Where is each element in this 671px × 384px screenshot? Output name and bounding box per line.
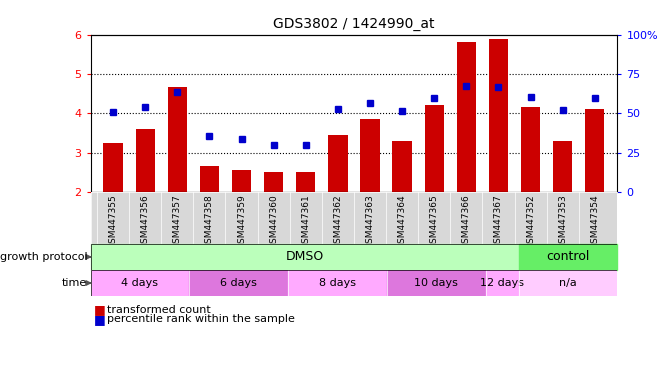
- Text: GSM447354: GSM447354: [590, 195, 599, 249]
- Bar: [189, 270, 288, 296]
- Bar: [136, 129, 155, 192]
- Bar: [519, 244, 617, 270]
- Bar: [521, 108, 540, 192]
- Text: GSM447358: GSM447358: [205, 195, 214, 249]
- Text: 4 days: 4 days: [121, 278, 158, 288]
- Bar: [489, 39, 508, 192]
- Text: GSM447365: GSM447365: [429, 195, 439, 249]
- Bar: [296, 172, 315, 192]
- Text: 8 days: 8 days: [319, 278, 356, 288]
- Text: GSM447352: GSM447352: [526, 195, 535, 249]
- Bar: [486, 270, 519, 296]
- Bar: [168, 87, 187, 192]
- Bar: [91, 270, 189, 296]
- Text: 6 days: 6 days: [220, 278, 257, 288]
- Text: ■: ■: [94, 303, 106, 316]
- Text: DMSO: DMSO: [285, 250, 323, 263]
- Bar: [328, 135, 348, 192]
- Text: GSM447359: GSM447359: [237, 195, 246, 249]
- Text: ■: ■: [94, 313, 106, 326]
- Bar: [232, 170, 251, 192]
- Bar: [360, 119, 380, 192]
- Bar: [288, 270, 387, 296]
- Text: GSM447355: GSM447355: [109, 195, 117, 249]
- Text: GSM447367: GSM447367: [494, 195, 503, 249]
- Text: GSM447360: GSM447360: [269, 195, 278, 249]
- Text: control: control: [546, 250, 590, 263]
- Text: GSM447353: GSM447353: [558, 195, 567, 249]
- Bar: [553, 141, 572, 192]
- Text: time: time: [62, 278, 87, 288]
- Text: GSM447362: GSM447362: [333, 195, 342, 249]
- Bar: [103, 143, 123, 192]
- Bar: [91, 244, 519, 270]
- Text: GSM447357: GSM447357: [173, 195, 182, 249]
- Text: GSM447364: GSM447364: [398, 195, 407, 249]
- Bar: [200, 166, 219, 192]
- Bar: [519, 270, 617, 296]
- Text: transformed count: transformed count: [107, 305, 211, 314]
- Text: GDS3802 / 1424990_at: GDS3802 / 1424990_at: [273, 17, 435, 31]
- Bar: [264, 172, 283, 192]
- Bar: [387, 270, 486, 296]
- Text: GSM447366: GSM447366: [462, 195, 471, 249]
- Bar: [585, 109, 605, 192]
- Text: GSM447363: GSM447363: [366, 195, 374, 249]
- Bar: [425, 106, 444, 192]
- Bar: [393, 141, 412, 192]
- Text: GSM447361: GSM447361: [301, 195, 310, 249]
- Bar: [457, 41, 476, 192]
- Text: 12 days: 12 days: [480, 278, 524, 288]
- Text: percentile rank within the sample: percentile rank within the sample: [107, 314, 295, 324]
- Text: GSM447356: GSM447356: [141, 195, 150, 249]
- Text: 10 days: 10 days: [414, 278, 458, 288]
- Text: n/a: n/a: [559, 278, 577, 288]
- Text: growth protocol: growth protocol: [0, 252, 87, 262]
